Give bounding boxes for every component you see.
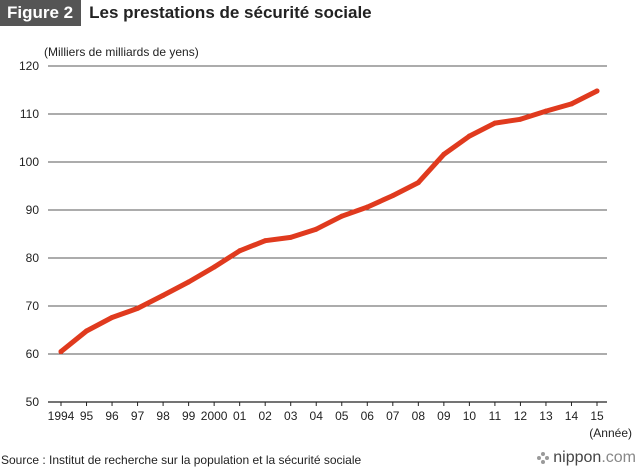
brand-name: nippon: [553, 449, 602, 466]
x-tick-label-12: 12: [514, 409, 528, 423]
y-tick-label-80: 80: [26, 251, 40, 265]
x-tick-label-11: 11: [489, 409, 502, 423]
x-tick-label-01: 01: [233, 409, 247, 423]
x-tick-label-05: 05: [335, 409, 349, 423]
x-tick-label-03: 03: [284, 409, 298, 423]
data-point-97: [135, 305, 141, 311]
data-point-14: [568, 101, 574, 107]
figure-title: Les prestations de sécurité sociale: [89, 3, 372, 22]
figure-label: Figure 2: [0, 0, 82, 26]
x-tick-label-97: 97: [131, 409, 145, 423]
line-chart: (Milliers de milliards de yens) (Année) …: [19, 45, 632, 440]
x-tick-label-08: 08: [412, 409, 426, 423]
data-point-07: [390, 193, 396, 199]
brand-domain: .com: [601, 449, 636, 466]
x-tick-label-13: 13: [539, 409, 553, 423]
x-tick-label-10: 10: [463, 409, 477, 423]
data-point-11: [492, 120, 498, 126]
y-tick-label-90: 90: [26, 203, 40, 217]
x-tick-label-1994: 1994: [48, 409, 75, 423]
x-tick-label-04: 04: [310, 409, 324, 423]
data-point-98: [160, 292, 166, 298]
data-point-09: [441, 151, 447, 157]
data-point-95: [84, 328, 90, 334]
y-tick-label-100: 100: [19, 155, 39, 169]
y-tick-label-120: 120: [19, 59, 39, 73]
y-tick-layer: 50 60 70 80 90 100 110 120: [19, 59, 39, 409]
x-tick-label-98: 98: [156, 409, 170, 423]
x-tick-label-09: 09: [437, 409, 451, 423]
y-tick-label-110: 110: [20, 107, 39, 121]
data-point-01: [237, 248, 243, 254]
data-point-99: [186, 279, 192, 285]
brand-dots-icon: [537, 452, 550, 464]
data-point-96: [109, 315, 115, 321]
x-tick-label-07: 07: [386, 409, 400, 423]
data-point-05: [339, 213, 345, 219]
series-line-0: [58, 88, 600, 355]
x-tick-label-06: 06: [361, 409, 375, 423]
y-tick-label-50: 50: [26, 395, 40, 409]
series-layer: [58, 88, 600, 355]
data-point-03: [288, 234, 294, 240]
data-point-08: [415, 180, 421, 186]
y-tick-label-70: 70: [26, 299, 40, 313]
x-tick-label-99: 99: [182, 409, 196, 423]
data-point-2000: [211, 264, 217, 270]
source-note: Source : Institut de recherche sur la po…: [1, 453, 362, 467]
data-point-13: [543, 108, 549, 114]
data-point-04: [313, 226, 319, 232]
x-tick-label-02: 02: [259, 409, 273, 423]
y-axis-label: (Milliers de milliards de yens): [44, 45, 199, 59]
x-tick-label-95: 95: [80, 409, 94, 423]
data-point-12: [517, 116, 523, 122]
x-tick-label-14: 14: [565, 409, 579, 423]
x-axis-label: (Année): [589, 426, 632, 440]
x-tick-label-15: 15: [590, 409, 604, 423]
data-point-1994: [58, 349, 64, 355]
y-tick-label-60: 60: [26, 347, 40, 361]
x-tick-label-2000: 2000: [201, 409, 228, 423]
data-point-06: [364, 204, 370, 210]
x-tick-layer: 1994 95 96 97 98 99 2000 01 02 03 04 05 06 07 08 09 10 11…: [48, 402, 604, 423]
data-point-15: [594, 88, 600, 94]
data-point-02: [262, 238, 268, 244]
figure-header: Figure 2 Les prestations de sécurité soc…: [0, 0, 372, 26]
x-tick-label-96: 96: [105, 409, 119, 423]
brand-logo[interactable]: nippon .com: [537, 449, 636, 467]
data-point-10: [466, 133, 472, 139]
